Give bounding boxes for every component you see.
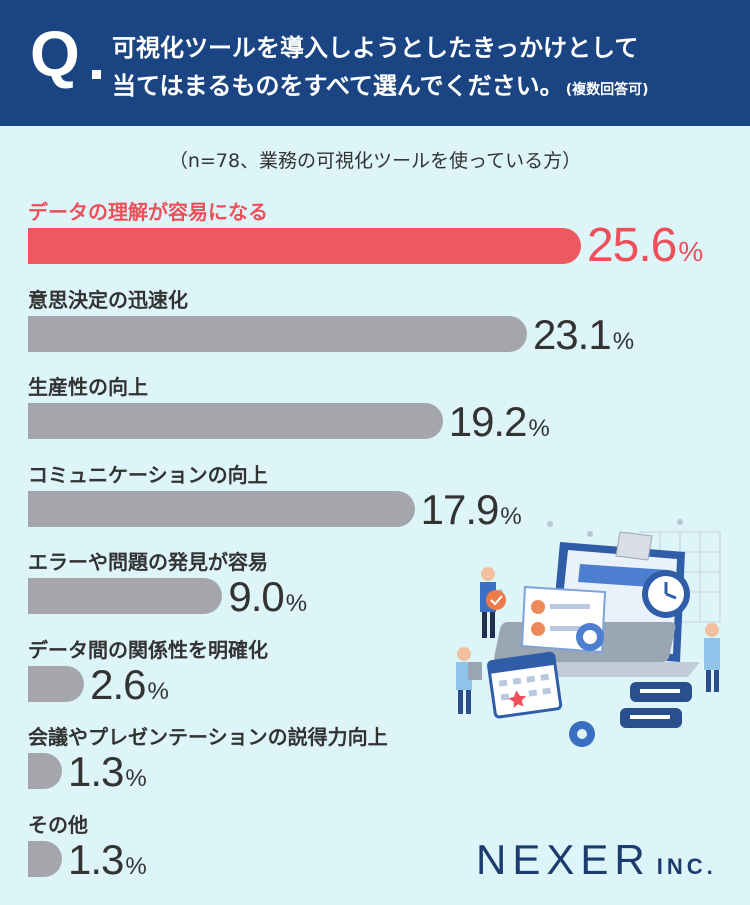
q-mark: Q: [30, 18, 80, 90]
percent-unit: %: [147, 677, 169, 705]
value-label: 17.9%: [420, 485, 522, 533]
value-number: 2.6: [90, 660, 146, 708]
value-label: 1.3%: [68, 835, 147, 883]
percent-unit: %: [125, 765, 147, 792]
logo-suffix: INC.: [656, 854, 717, 879]
bar: [28, 490, 415, 527]
value-label: 9.0%: [228, 576, 307, 618]
category-label: 生産性の向上: [28, 375, 148, 399]
category-label: 意思決定の迅速化: [28, 287, 188, 312]
category-label: その他: [28, 812, 88, 837]
question-line-1: 可視化ツールを導入しようとしたきっかけとして: [112, 34, 639, 62]
category-label: データ間の関係性を明確化: [28, 637, 268, 662]
bar: [28, 315, 527, 352]
category-label: データの理解が容易になる: [28, 200, 268, 224]
category-label: 会議やプレゼンテーションの説得力向上: [28, 725, 388, 749]
category-label: エラーや問題の発見が容易: [28, 550, 268, 574]
bar: [28, 228, 581, 264]
value-label: 1.3%: [68, 751, 147, 793]
value-number: 25.6: [586, 219, 677, 272]
value-label: 23.1%: [532, 310, 635, 358]
value-number: 1.3: [68, 748, 124, 795]
bar: [28, 578, 223, 614]
sample-note: （n=78、業務の可視化ツールを使っている方）: [168, 150, 582, 172]
bar: [28, 840, 62, 877]
value-number: 23.1: [532, 310, 612, 358]
question-line-2-text: 当てはまるものをすべて選んでください。: [112, 72, 564, 100]
value-label: 2.6%: [90, 660, 169, 708]
value-number: 9.0: [228, 573, 284, 620]
bar: [28, 665, 85, 702]
dashboard-illustration: [456, 519, 721, 747]
percent-unit: %: [678, 236, 704, 267]
question-line-2: 当てはまるものをすべて選んでください。 (複数回答可): [112, 66, 648, 101]
logo-main: NEXER: [476, 836, 651, 883]
value-label: 25.6%: [587, 222, 703, 270]
bar: [28, 403, 443, 439]
value-label: 19.2%: [449, 401, 550, 443]
percent-unit: %: [500, 502, 522, 530]
multiple-answer-note: (複数回答可): [565, 82, 649, 98]
value-number: 19.2: [448, 398, 528, 445]
q-mark-dot: [92, 70, 101, 79]
value-number: 17.9: [420, 485, 500, 533]
nexer-logo: NEXER INC.: [476, 836, 717, 884]
bar: [28, 753, 62, 789]
question-header: Q 可視化ツールを導入しようとしたきっかけとして 当てはまるものをすべて選んでく…: [0, 0, 750, 126]
percent-unit: %: [612, 327, 635, 355]
category-label: コミュニケーションの向上: [28, 462, 268, 487]
percent-unit: %: [528, 415, 550, 442]
percent-unit: %: [285, 590, 308, 617]
percent-unit: %: [125, 852, 147, 880]
value-number: 1.3: [68, 835, 124, 883]
